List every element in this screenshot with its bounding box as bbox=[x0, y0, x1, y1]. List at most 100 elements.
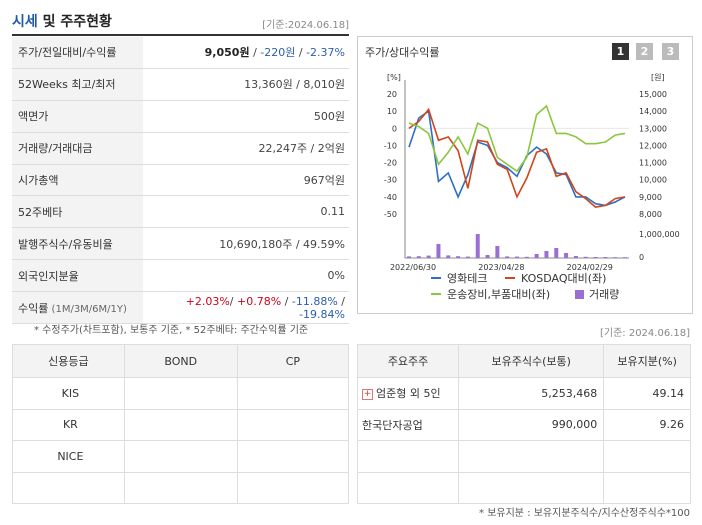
volume-bar bbox=[623, 257, 627, 258]
volume-bar bbox=[426, 255, 431, 258]
table-row: KIS bbox=[12, 377, 350, 410]
y-right-tick: 12,000 bbox=[639, 141, 667, 150]
volume-tick: 1,000,000 bbox=[639, 230, 680, 239]
info-value-part: -220원 bbox=[260, 46, 296, 60]
series-line bbox=[408, 107, 626, 208]
info-label: 시가총액 bbox=[12, 164, 143, 197]
table-cell bbox=[356, 471, 460, 504]
info-label: 52주베타 bbox=[12, 195, 143, 229]
table-cell bbox=[458, 440, 605, 473]
chart-tab-3[interactable]: 3 bbox=[662, 43, 679, 60]
cell-text: NICE bbox=[57, 449, 84, 463]
y-left-tick: -10 bbox=[384, 141, 397, 150]
table-cell: 49.14 bbox=[603, 377, 691, 410]
table-cell bbox=[603, 471, 691, 504]
volume-bar bbox=[505, 256, 510, 258]
table-cell bbox=[236, 408, 350, 441]
info-row: 주가/전일대비/수익률 9,050원 / -220원 / -2.37% bbox=[12, 37, 349, 69]
y-right-tick: 9,000 bbox=[639, 193, 662, 202]
info-value-part: 9,050원 bbox=[204, 46, 250, 60]
y-left-tick: -40 bbox=[384, 193, 397, 202]
volume-bar bbox=[554, 248, 559, 258]
info-value-part: +2.03% bbox=[185, 294, 230, 308]
cell-text: 9.26 bbox=[659, 418, 685, 432]
y-right-tick: 13,000 bbox=[639, 124, 667, 133]
table-header: 신용등급 bbox=[12, 344, 125, 378]
y-right-tick: 11,000 bbox=[639, 159, 667, 168]
chart-tab-2[interactable]: 2 bbox=[636, 43, 653, 60]
table-row bbox=[356, 440, 691, 473]
info-value-part: 0% bbox=[327, 269, 345, 283]
table-cell: 9.26 bbox=[603, 408, 691, 441]
volume-bar bbox=[593, 257, 598, 258]
section-title-rest: 및 주주현황 bbox=[37, 14, 112, 30]
info-label: 거래량/거래대금 bbox=[12, 132, 143, 165]
info-value-part: / bbox=[295, 46, 307, 60]
info-value: 13,360원 / 8,010원 bbox=[143, 68, 349, 101]
series-line bbox=[408, 109, 626, 207]
table-header: 주요주주 bbox=[356, 344, 460, 378]
legend-label: 거래량 bbox=[589, 288, 619, 301]
volume-bar bbox=[416, 256, 421, 258]
info-value: 500원 bbox=[143, 100, 349, 133]
volume-bar bbox=[407, 256, 411, 258]
legend-swatch bbox=[575, 290, 584, 299]
info-row: 시가총액 967억원 bbox=[12, 164, 349, 197]
table-cell bbox=[123, 471, 238, 504]
y-left-unit: [%] bbox=[387, 73, 401, 82]
shareholding-footnote: * 보유지분 : 보유지분주식수/지수산정주식수*100 bbox=[479, 508, 690, 519]
chart-panel bbox=[357, 36, 693, 314]
volume-bar bbox=[485, 255, 490, 258]
volume-bar bbox=[603, 257, 608, 258]
info-sublabel: (1M/3M/6M/1Y) bbox=[48, 303, 127, 315]
chart-title: 주가/상대수익률 bbox=[365, 46, 440, 59]
cell-text: 990,000 bbox=[551, 418, 598, 432]
info-value: 0% bbox=[143, 259, 349, 293]
y-left-tick: -50 bbox=[384, 210, 397, 219]
table-cell bbox=[603, 440, 691, 473]
info-value-part: 500원 bbox=[313, 110, 345, 124]
info-row: 52주베타 0.11 bbox=[12, 195, 349, 229]
table-cell: KR bbox=[12, 408, 125, 441]
info-value-part: -11.88% bbox=[291, 294, 338, 308]
cell-text: 엄준형 외 5인 bbox=[376, 387, 441, 401]
volume-bar bbox=[544, 251, 549, 258]
volume-bar bbox=[495, 246, 500, 258]
info-value-part: / bbox=[229, 294, 237, 308]
chart-tab-1[interactable]: 1 bbox=[612, 43, 629, 60]
info-row: 액면가 500원 bbox=[12, 100, 349, 133]
table-cell bbox=[236, 440, 350, 473]
info-value: 22,247주 / 2억원 bbox=[143, 132, 349, 165]
info-label: 52Weeks 최고/최저 bbox=[12, 68, 143, 101]
info-value-part: 13,360원 / 8,010원 bbox=[244, 78, 345, 92]
legend-label: KOSDAQ대비(좌) bbox=[521, 272, 606, 285]
info-value-part: / bbox=[281, 294, 292, 308]
y-left-tick: 0 bbox=[392, 124, 397, 133]
info-value: 967억원 bbox=[143, 164, 349, 197]
volume-bar bbox=[436, 244, 441, 258]
table-cell[interactable]: + 엄준형 외 5인 bbox=[356, 377, 460, 410]
y-right-tick: 14,000 bbox=[639, 107, 667, 116]
info-row: 거래량/거래대금 22,247주 / 2억원 bbox=[12, 132, 349, 165]
table-cell bbox=[458, 471, 605, 504]
info-value-part: / bbox=[249, 46, 261, 60]
volume-bar bbox=[524, 256, 529, 258]
price-chart: [%] [원] 20 10 0 -10 -20 -30 -40 -50 15,000 14,000 13… bbox=[384, 73, 680, 301]
info-value-part: 10,690,180주 / 49.59% bbox=[219, 237, 345, 251]
volume-bar bbox=[515, 256, 519, 258]
x-tick: 2022/06/30 bbox=[390, 263, 436, 272]
table-cell bbox=[356, 440, 460, 473]
legend-label: 영화테크 bbox=[447, 272, 487, 285]
volume-tick: 0 bbox=[639, 253, 644, 262]
table-row: + 엄준형 외 5인 5,253,468 49.14 bbox=[356, 377, 691, 410]
table-cell bbox=[236, 377, 350, 410]
major-shareholders-table: 주요주주 보유주식수(보통) 보유지분(%) + 엄준형 외 5인 5,253,468 49… bbox=[356, 344, 691, 504]
info-value: 0.11 bbox=[143, 195, 349, 229]
table-cell: 5,253,468 bbox=[458, 377, 605, 410]
price-info-table: 주가/전일대비/수익률 9,050원 / -220원 / -2.37% 52Week… bbox=[12, 37, 349, 325]
y-right-tick: 15,000 bbox=[639, 90, 667, 99]
info-value: 10,690,180주 / 49.59% bbox=[143, 227, 349, 261]
section-title: 시세 및 주주현황 bbox=[12, 11, 112, 31]
table-cell bbox=[123, 377, 238, 410]
expand-icon[interactable]: + bbox=[362, 388, 373, 400]
